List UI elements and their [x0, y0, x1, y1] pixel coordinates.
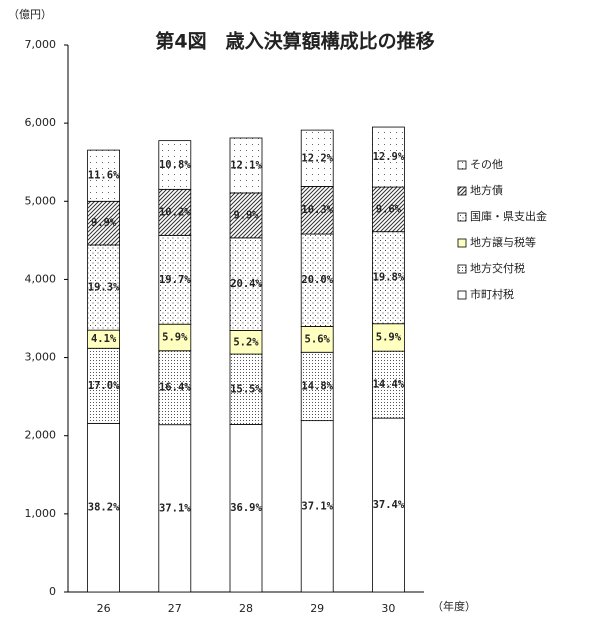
value-label: 5.6% — [305, 333, 331, 345]
value-label: 10.3% — [301, 204, 333, 216]
y-tick-label: 1,000 — [25, 507, 57, 520]
value-label: 12.1% — [230, 159, 262, 171]
legend-label: 地方債 — [470, 183, 503, 197]
bar-segment — [371, 126, 405, 188]
bar-segment — [229, 424, 263, 593]
value-label: 9.6% — [376, 203, 402, 215]
y-axis-label: （億円） — [8, 8, 52, 21]
bar-segment — [300, 420, 334, 593]
bar-segment — [87, 244, 120, 331]
value-label: 20.4% — [230, 278, 262, 290]
bar-segment — [229, 192, 263, 239]
legend-label: 市町村税 — [470, 287, 514, 301]
bar-segment — [371, 231, 405, 325]
legend-swatch — [457, 186, 467, 196]
value-label: 12.9% — [373, 151, 405, 163]
chart-title: 第4図 歳入決算額構成比の推移 — [155, 30, 434, 53]
legend-swatch — [457, 160, 467, 170]
value-label: 14.8% — [301, 380, 333, 392]
value-label: 14.4% — [373, 379, 405, 391]
value-label: 10.8% — [159, 159, 191, 171]
value-label: 37.4% — [373, 499, 405, 511]
bar-segment — [87, 347, 120, 424]
legend-swatch — [457, 238, 467, 248]
x-tick-label: 29 — [310, 602, 324, 615]
bar-segment — [158, 424, 192, 593]
value-label: 9.9% — [233, 209, 259, 221]
bar-segment — [158, 188, 192, 236]
bar-segment — [371, 417, 405, 593]
value-label: 11.6% — [88, 170, 120, 182]
value-label: 9.9% — [91, 217, 117, 229]
x-tick-label: 28 — [239, 602, 253, 615]
bar-segment — [229, 137, 263, 194]
bar-segment — [300, 129, 334, 187]
value-label: 5.9% — [162, 331, 188, 343]
bar-segment — [87, 149, 120, 202]
bar-segment — [158, 234, 192, 325]
legend-swatch — [457, 264, 467, 274]
value-label: 19.7% — [159, 274, 191, 286]
bar-segment — [300, 325, 334, 353]
y-tick-label: 0 — [49, 585, 56, 598]
y-tick-label: 3,000 — [25, 351, 57, 364]
y-tick-label: 5,000 — [25, 194, 57, 207]
value-label: 20.0% — [301, 274, 333, 286]
y-tick-label: 4,000 — [25, 272, 57, 285]
bar-segment — [158, 140, 192, 190]
bar-segment — [371, 323, 405, 352]
y-tick-label: 7,000 — [25, 38, 57, 51]
bar-segment — [229, 237, 263, 331]
bar-segment — [300, 186, 334, 235]
y-tick-label: 6,000 — [25, 116, 57, 129]
bar-segment — [158, 350, 192, 426]
legend-swatch — [457, 290, 467, 300]
value-label: 38.2% — [88, 502, 120, 514]
legend-swatch — [457, 212, 467, 222]
x-tick-label: 26 — [97, 602, 111, 615]
value-label: 10.2% — [159, 206, 191, 218]
x-axis-label: （年度） — [432, 599, 476, 613]
value-label: 5.9% — [376, 331, 402, 343]
value-label: 16.4% — [159, 382, 191, 394]
value-label: 17.0% — [88, 380, 120, 392]
value-label: 36.9% — [230, 502, 262, 514]
value-label: 12.2% — [301, 152, 333, 164]
value-label: 19.3% — [88, 282, 120, 294]
bar-segment — [158, 323, 192, 352]
bar-segment — [87, 200, 120, 246]
legend-label: 国庫・県支出金 — [470, 209, 547, 223]
x-tick-label: 27 — [168, 602, 182, 615]
y-tick-label: 2,000 — [25, 429, 57, 442]
x-tick-label: 30 — [381, 602, 395, 615]
value-label: 15.5% — [230, 383, 262, 395]
value-label: 37.1% — [301, 500, 333, 512]
value-label: 37.1% — [159, 502, 191, 514]
legend-label: 地方交付税 — [470, 261, 525, 275]
bar-segment — [229, 353, 263, 425]
value-label: 19.8% — [373, 272, 405, 284]
legend-label: 地方譲与税等 — [470, 235, 536, 249]
value-label: 5.2% — [233, 336, 259, 348]
value-label: 4.1% — [91, 333, 117, 345]
legend-label: その他 — [470, 158, 503, 171]
